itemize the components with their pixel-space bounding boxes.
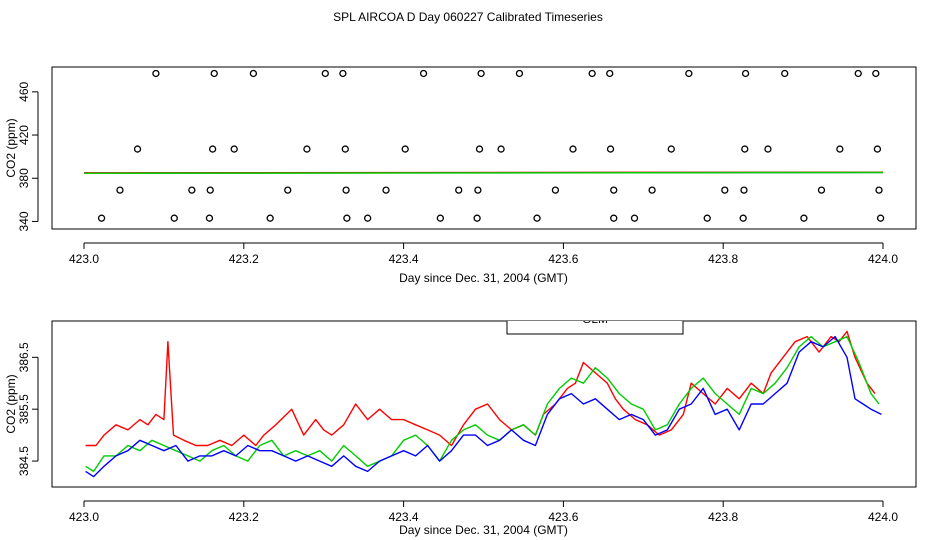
scatter-point xyxy=(781,69,789,78)
scatter-point xyxy=(667,145,675,153)
y-tick-label: 380 xyxy=(17,168,31,188)
scatter-point xyxy=(854,69,862,78)
scatter-point xyxy=(341,145,349,153)
scatter-point xyxy=(210,69,218,78)
chart-panel-1: 423.0 423.2 423.4 423.6 423.8 424.0 340 380 420 4… xyxy=(4,66,917,285)
scatter-point xyxy=(497,145,505,153)
y-axis-label: CO2 (ppm) xyxy=(4,374,18,433)
x-tick-label: 423.0 xyxy=(69,252,99,266)
scatter-point xyxy=(401,145,409,153)
y-tick-label: 460 xyxy=(17,82,31,102)
scatter-point xyxy=(606,145,615,153)
x-tick-label: 423.2 xyxy=(229,252,259,266)
x-tick-label: 423.4 xyxy=(389,510,419,524)
scatter-point xyxy=(473,214,481,222)
plot-frame xyxy=(51,66,917,230)
scatter-point xyxy=(817,186,826,194)
scatter-point xyxy=(606,69,614,78)
scatter-point xyxy=(836,145,844,153)
scatter-point xyxy=(342,186,350,194)
scatter-point xyxy=(436,214,445,222)
y-tick-label: 385.5 xyxy=(17,394,31,424)
scatter-point xyxy=(455,186,463,194)
legend-label: GLM xyxy=(582,312,608,326)
scatter-point xyxy=(284,186,292,194)
y-tick-label: 420 xyxy=(17,125,31,145)
plot-area xyxy=(85,330,882,478)
scatter-point xyxy=(230,145,238,153)
series-line-blue xyxy=(85,335,882,478)
scatter-point xyxy=(339,69,347,78)
scatter-point xyxy=(741,145,749,153)
x-tick-label: 423.8 xyxy=(708,252,738,266)
scatter-point xyxy=(477,69,485,78)
y-tick-label: 386.5 xyxy=(17,342,31,372)
scatter-point xyxy=(152,69,160,78)
scatter-point xyxy=(610,214,618,222)
scatter-point xyxy=(739,214,747,222)
scatter-point xyxy=(97,214,106,222)
scatter-point xyxy=(208,145,217,153)
scatter-point xyxy=(170,214,178,222)
scatter-point xyxy=(303,145,311,153)
scatter-point xyxy=(188,186,196,194)
scatter-point xyxy=(610,186,618,194)
scatter-point xyxy=(419,69,428,78)
scatter-point xyxy=(515,69,524,78)
scatter-point xyxy=(741,69,750,78)
scatter-point xyxy=(363,214,372,222)
scatter-point xyxy=(474,186,482,194)
x-tick-label: 424.0 xyxy=(868,510,898,524)
x-tick-label: 423.8 xyxy=(708,510,738,524)
scatter-point xyxy=(116,186,124,194)
scatter-point xyxy=(764,145,772,153)
scatter-point xyxy=(721,186,729,194)
scatter-point xyxy=(321,69,329,78)
legend-box xyxy=(506,321,684,335)
scatter-point xyxy=(343,214,351,222)
scatter-point xyxy=(873,145,882,153)
x-axis-label: Day since Dec. 31, 2004 (GMT) xyxy=(399,271,568,285)
scatter-point xyxy=(569,145,577,153)
plot-area xyxy=(83,69,885,222)
series-line-red xyxy=(85,330,876,447)
scatter-point xyxy=(249,69,258,78)
scatter-point xyxy=(266,214,274,222)
scatter-point xyxy=(382,186,390,194)
scatter-point xyxy=(533,214,541,222)
series-line-green xyxy=(85,335,880,473)
figure-title: SPL AIRCOA D Day 060227 Calibrated Times… xyxy=(333,10,603,24)
scatter-point xyxy=(551,186,560,194)
scatter-point xyxy=(630,214,639,222)
scatter-point xyxy=(206,186,214,194)
x-tick-label: 424.0 xyxy=(868,252,898,266)
y-tick-label: 384.5 xyxy=(17,446,31,476)
scatter-point xyxy=(876,214,885,222)
scatter-point xyxy=(800,214,808,222)
series-line-green xyxy=(83,171,884,175)
x-tick-label: 423.2 xyxy=(229,510,259,524)
plot-frame xyxy=(51,320,917,488)
y-tick-label: 340 xyxy=(17,211,31,231)
x-axis-label: Day since Dec. 31, 2004 (GMT) xyxy=(399,523,568,537)
scatter-point xyxy=(740,186,748,194)
scatter-point xyxy=(703,214,711,222)
x-tick-label: 423.0 xyxy=(69,510,99,524)
scatter-point xyxy=(685,69,693,78)
chart-panel-2: 423.0 423.2 423.4 423.6 423.8 424.0 384.5 385.5… xyxy=(4,312,917,537)
x-tick-label: 423.4 xyxy=(389,252,419,266)
x-tick-label: 423.6 xyxy=(548,252,578,266)
scatter-point xyxy=(872,69,880,78)
scatter-point xyxy=(588,69,596,78)
scatter-point xyxy=(475,145,484,153)
x-tick-label: 423.6 xyxy=(548,510,578,524)
scatter-point xyxy=(133,145,142,153)
scatter-point xyxy=(648,186,656,194)
scatter-point xyxy=(205,214,214,222)
scatter-point xyxy=(875,186,883,194)
legend: GLM xyxy=(506,312,684,335)
y-axis-label: CO2 (ppm) xyxy=(4,118,18,177)
